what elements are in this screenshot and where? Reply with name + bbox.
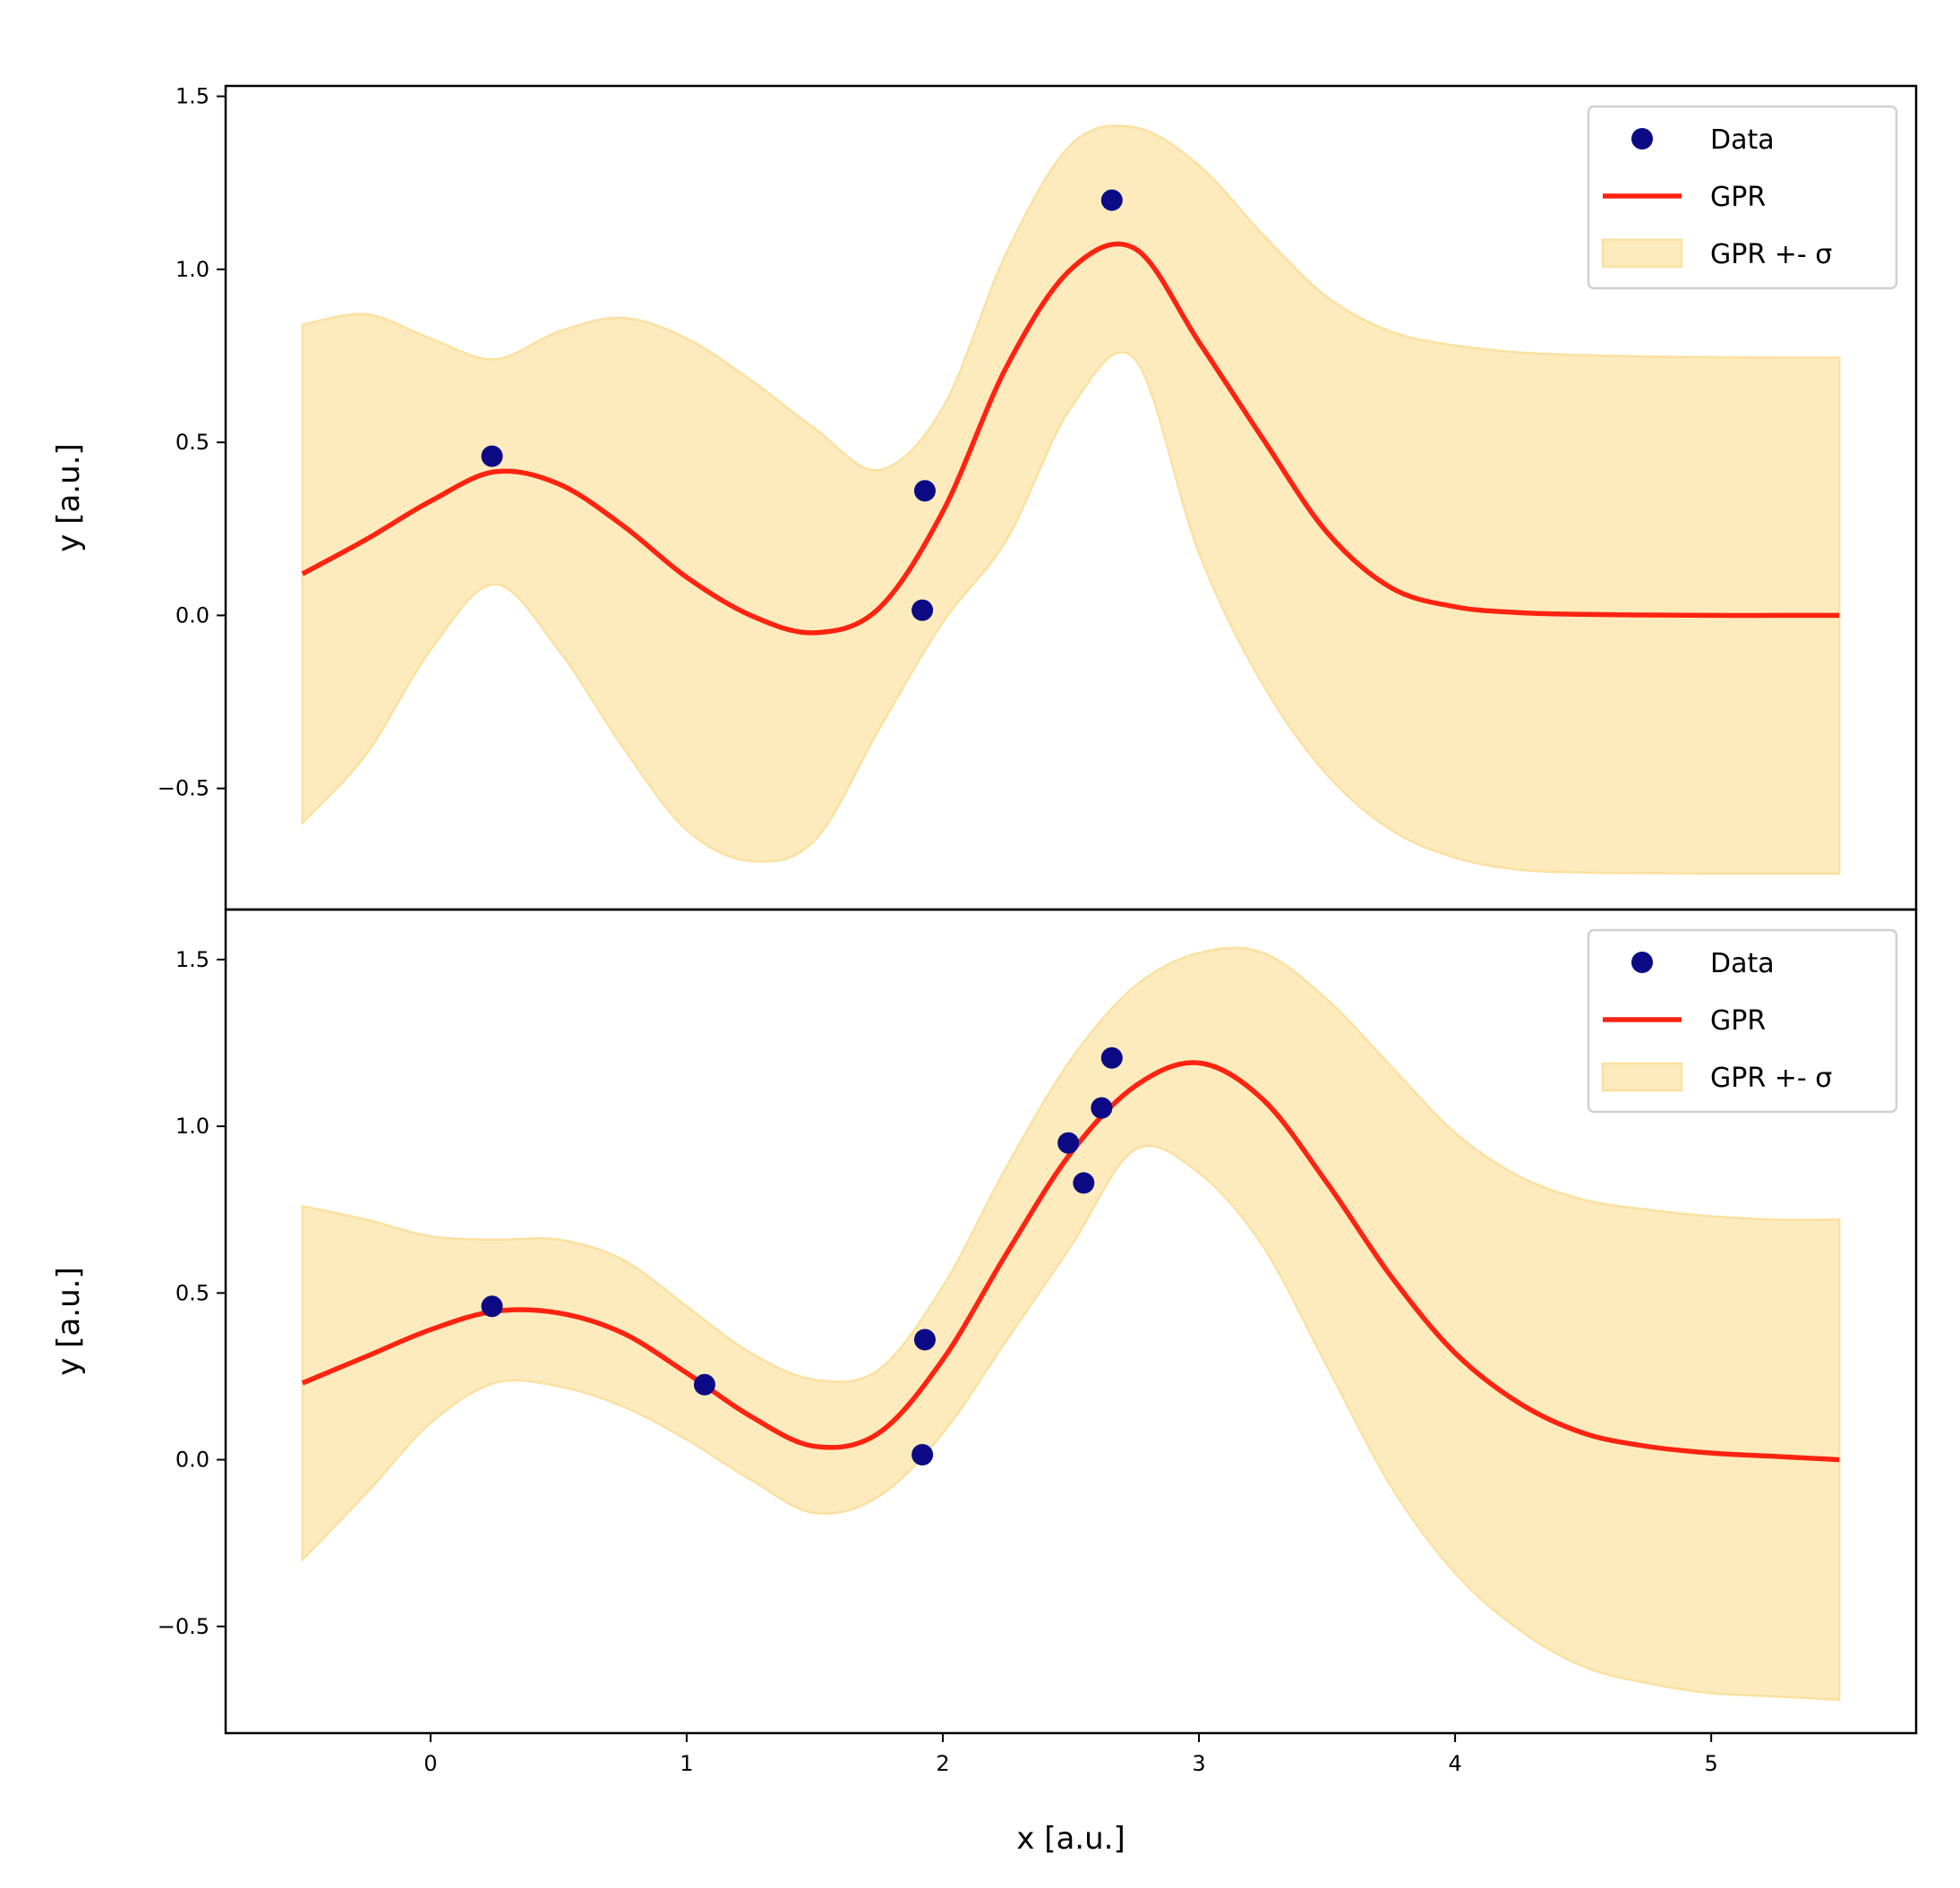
data-point: [1100, 189, 1123, 211]
legend-band-swatch: [1601, 1062, 1683, 1092]
legend-label: Data: [1710, 124, 1775, 156]
legend-label: GPR +- σ: [1710, 1063, 1832, 1094]
sigma-band: [301, 946, 1841, 1702]
data-point: [912, 1443, 934, 1465]
x-tick-label: 3: [1192, 1751, 1205, 1776]
data-point: [913, 480, 936, 502]
y-tick-label: −0.5: [158, 776, 210, 801]
data-point: [1091, 1097, 1113, 1119]
legend: Data GPR GPR +- σ: [1587, 928, 1898, 1114]
legend: Data GPR GPR +- σ: [1587, 105, 1898, 290]
y-tick-label: 1.0: [175, 1114, 210, 1139]
data-point: [481, 445, 503, 467]
legend-data-marker: [1631, 952, 1653, 973]
y-tick-label: 0.0: [175, 602, 210, 628]
x-tick-label: 0: [424, 1751, 437, 1776]
y-tick-label: 0.0: [175, 1448, 210, 1473]
y-tick-label: 1.0: [175, 257, 210, 282]
legend-label: GPR +- σ: [1710, 239, 1832, 270]
x-axis-label: x [a.u.]: [1016, 1821, 1125, 1857]
data-point: [912, 599, 934, 621]
data-point: [913, 1328, 936, 1351]
data-point: [1073, 1172, 1095, 1194]
legend-label: Data: [1710, 948, 1775, 979]
legend-label: GPR: [1710, 1005, 1766, 1037]
x-tick-label: 4: [1448, 1751, 1461, 1776]
y-tick-label: 0.5: [175, 430, 210, 455]
y-axis-label: y [a.u.]: [51, 443, 87, 551]
data-point: [693, 1373, 715, 1396]
x-tick-label: 1: [680, 1751, 693, 1776]
x-tick-label: 5: [1705, 1751, 1718, 1776]
legend-band-swatch: [1601, 238, 1683, 269]
panel-2: 1.5 1.0 0.5 0.0 −0.5 0 1 2 3 4 5 y [a.u.] Data GPR GPR…: [51, 908, 1918, 1776]
gpr-mean-line: [301, 241, 1840, 636]
legend-label: GPR: [1710, 182, 1766, 213]
data-point: [1057, 1132, 1080, 1154]
x-tick-label: 2: [936, 1751, 949, 1776]
data-point: [1100, 1047, 1123, 1069]
y-axis-label: y [a.u.]: [51, 1267, 87, 1375]
y-tick-label: 1.5: [175, 84, 210, 109]
y-tick-label: 0.5: [175, 1280, 210, 1305]
y-tick-label: 1.5: [175, 947, 210, 972]
data-point: [481, 1295, 503, 1318]
legend-data-marker: [1631, 128, 1653, 150]
sigma-band: [301, 124, 1841, 876]
y-tick-label: −0.5: [158, 1614, 210, 1639]
axes-frame: [224, 908, 1918, 1735]
